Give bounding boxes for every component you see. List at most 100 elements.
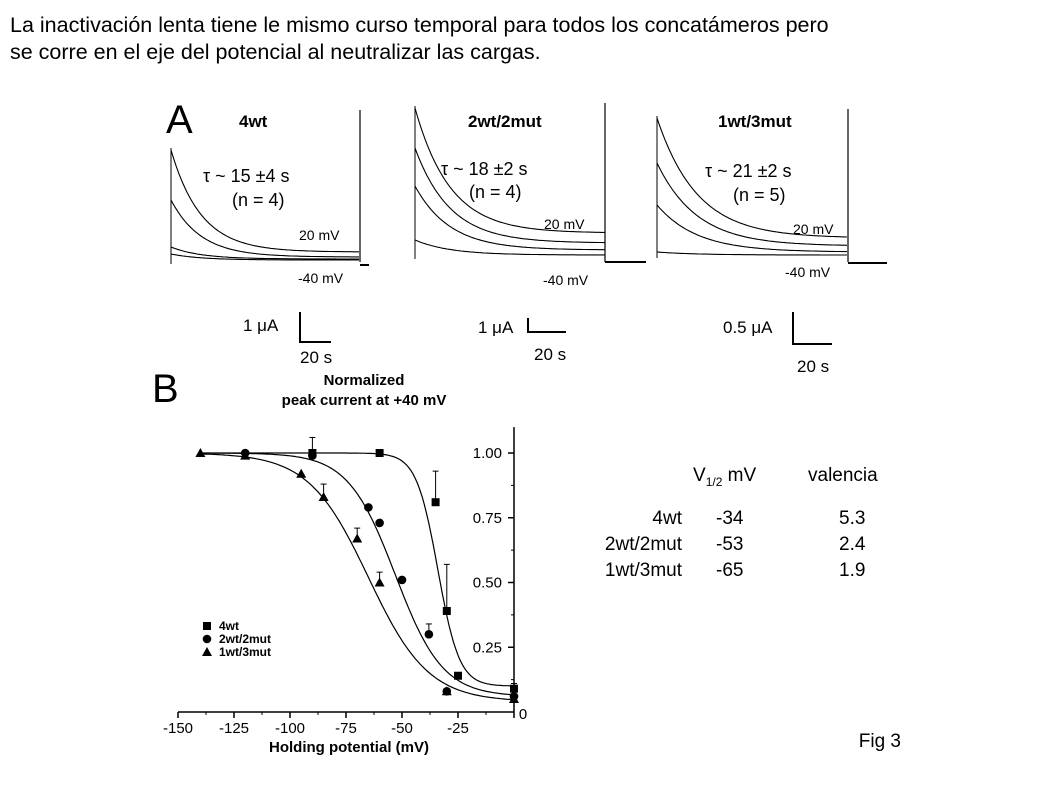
table-row-valencia: 1.9 — [839, 560, 866, 581]
current-traces — [170, 103, 887, 266]
y-tick-label: 0.25 — [473, 639, 502, 656]
table-header-v-half: V1/2 mV — [693, 465, 756, 489]
panel-a1-v-low: -40 mV — [298, 270, 344, 286]
y-tick-label: 1.00 — [473, 445, 502, 462]
data-point-4wt — [442, 606, 451, 615]
panel-a1-title: 4wt — [239, 112, 268, 131]
caption-line-1: La inactivación lenta tiene le mismo cur… — [10, 13, 829, 37]
table-row-name: 2wt/2mut — [604, 534, 682, 555]
data-point-2wt/2mut — [397, 575, 407, 585]
table-row-v-half: -34 — [716, 508, 744, 529]
data-point-1wt/3mut — [374, 577, 385, 587]
data-point-1wt/3mut — [296, 468, 307, 478]
data-point-4wt — [510, 684, 518, 693]
data-point-2wt/2mut — [364, 503, 373, 512]
table-row-v-half: -65 — [716, 560, 744, 581]
table-row-name: 1wt/3mut — [604, 560, 682, 581]
data-point-4wt — [431, 498, 440, 507]
x-tick-label: -25 — [447, 720, 469, 737]
table-header-valencia: valencia — [808, 465, 878, 486]
panel-a: A 4wt τ ~ 15 ±4 s (n = 4) 20 mV -40 mV 1… — [166, 98, 887, 376]
caption-line-2: se corre en el eje del potencial al neut… — [10, 40, 541, 64]
panel-a2-tau: τ ~ 18 ±2 s — [441, 159, 528, 179]
figure-caption: La inactivación lenta tiene le mismo cur… — [10, 12, 1050, 66]
panel-a1-scale-bar — [299, 312, 331, 343]
panel-a2-v-low: -40 mV — [543, 272, 589, 288]
fit-curve-1wt/3mut — [200, 453, 515, 701]
current-trace-0-3 — [170, 253, 359, 261]
fit-curve-2wt/2mut — [200, 452, 515, 696]
legend-label: 4wt — [219, 619, 239, 633]
panel-a2-scale-time: 20 s — [534, 345, 566, 364]
panel-a1-scale-time: 20 s — [300, 348, 332, 367]
panel-a-letter: A — [166, 98, 193, 142]
panel-a3-scale-time: 20 s — [797, 357, 829, 376]
x-tick-label: 0 — [519, 706, 527, 723]
table-row-valencia: 2.4 — [839, 534, 866, 555]
panel-a3-v-low: -40 mV — [785, 264, 831, 280]
x-tick-label: -75 — [335, 720, 357, 737]
data-point-1wt/3mut — [195, 448, 206, 457]
current-trace-2-2 — [656, 204, 847, 253]
legend-label: 1wt/3mut — [219, 645, 271, 659]
panel-a3-v-high: 20 mV — [793, 221, 834, 237]
panel-a2-title: 2wt/2mut — [468, 112, 542, 131]
data-point-4wt — [454, 671, 462, 680]
legend-marker-4wt — [203, 622, 211, 630]
data-point-1wt/3mut — [441, 686, 452, 696]
data-point-2wt/2mut — [375, 518, 384, 528]
current-trace-2-1 — [656, 162, 848, 246]
panel-a1-v-high: 20 mV — [299, 227, 340, 243]
panel-a3-scale-current: 0.5 μA — [723, 318, 773, 337]
panel-a3-tau: τ ~ 21 ±2 s — [705, 161, 792, 181]
current-trace-0-0 — [170, 149, 359, 253]
panel-a2-v-high: 20 mV — [544, 216, 585, 232]
legend-marker-2wt/2mut — [202, 634, 212, 644]
current-trace-1-2 — [414, 185, 605, 251]
panel-a2-n: (n = 4) — [469, 182, 522, 202]
data-point-4wt — [375, 449, 384, 457]
table-row-v-half: -53 — [716, 534, 744, 555]
legend-label: 2wt/2mut — [219, 632, 271, 646]
panel-a2-scale-bar — [527, 318, 566, 333]
current-trace-1-0 — [414, 107, 606, 234]
x-tick-label: -100 — [275, 720, 305, 737]
data-point-1wt/3mut — [240, 450, 251, 460]
header-v: V — [693, 465, 706, 486]
panel-a3-n: (n = 5) — [733, 185, 786, 205]
x-tick-label: -125 — [219, 720, 249, 737]
chart-x-axis-label: Holding potential (mV) — [269, 739, 429, 756]
data-point-2wt/2mut — [308, 451, 317, 460]
panel-a1-n: (n = 4) — [232, 190, 285, 210]
panel-a2-scale-current: 1 μA — [478, 318, 514, 337]
figure-label: Fig 3 — [858, 731, 901, 752]
x-tick-label: -50 — [391, 720, 413, 737]
panel-a3-scale-bar — [792, 312, 832, 345]
header-v-sub: 1/2 — [705, 474, 723, 489]
panel-a1-scale-current: 1 μA — [243, 316, 279, 335]
panel-b-letter: B — [152, 367, 179, 411]
chart-title-line-1: Normalized — [324, 372, 405, 389]
data-point-1wt/3mut — [318, 492, 329, 502]
panel-a3-title: 1wt/3mut — [718, 112, 792, 131]
current-trace-1-3 — [414, 239, 605, 256]
table-row-valencia: 5.3 — [839, 508, 866, 529]
current-trace-2-3 — [656, 251, 847, 256]
data-point-1wt/3mut — [509, 694, 519, 704]
inactivation-chart: -150 -125 -100 -75 -50 -25 0 0.25 0.50 0.75 1.00 4w… — [163, 427, 527, 737]
panel-b: B Normalized peak current at +40 mV Hold… — [152, 367, 527, 756]
current-trace-0-1 — [170, 199, 359, 258]
current-trace-2-0 — [656, 117, 848, 238]
current-trace-0-2 — [170, 246, 359, 260]
header-v-unit: mV — [722, 465, 757, 486]
panel-a1-tau: τ ~ 15 ±4 s — [203, 166, 290, 186]
legend-marker-1wt/3mut — [202, 647, 212, 656]
x-tick-label: -150 — [163, 720, 193, 737]
data-point-1wt/3mut — [352, 533, 363, 543]
chart-title-line-2: peak current at +40 mV — [282, 392, 447, 409]
y-tick-label: 0.75 — [473, 510, 502, 527]
table-row-name: 4wt — [652, 508, 682, 529]
data-point-2wt/2mut — [424, 630, 434, 639]
y-tick-label: 0.50 — [473, 575, 502, 592]
